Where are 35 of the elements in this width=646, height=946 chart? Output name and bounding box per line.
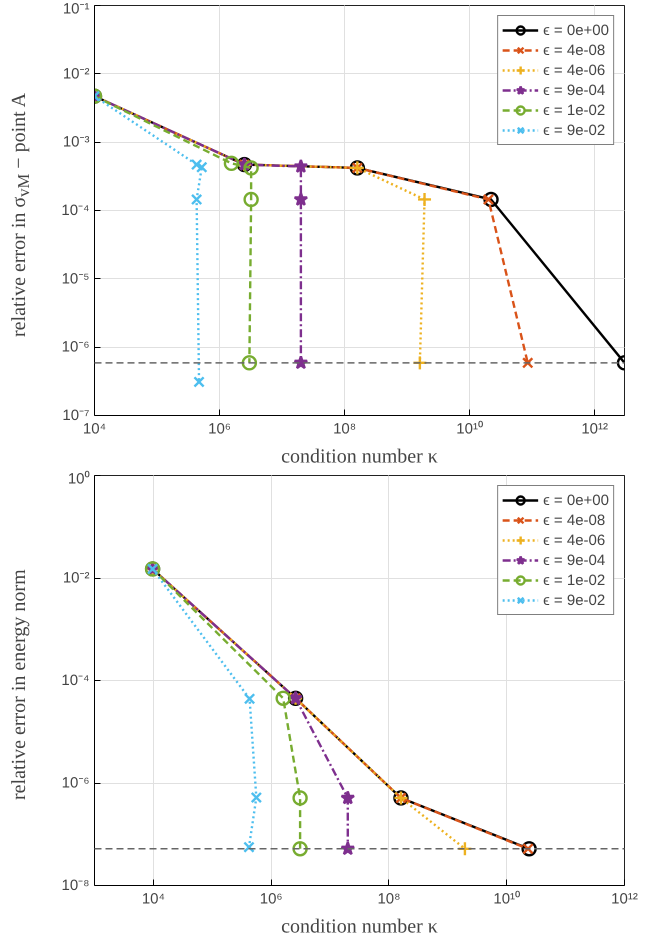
legend-label: ϵ = 0e+00 — [543, 22, 609, 38]
x-axis-title: condition number κ — [281, 916, 438, 938]
x-axis-title: condition number κ — [281, 446, 438, 468]
x-tick-label: 10⁶ — [260, 890, 283, 908]
x-tick-label: 10¹⁰ — [493, 890, 520, 908]
y-tick-label: 10⁰ — [68, 470, 90, 488]
x-tick-label: 10⁴ — [142, 890, 165, 908]
legend-label: ϵ = 4e-08 — [543, 42, 606, 58]
y-tick-label: 10⁻² — [62, 570, 90, 586]
legend-label: ϵ = 4e-08 — [543, 512, 606, 528]
x-tick-label: 10⁸ — [377, 890, 400, 908]
legend-label: ϵ = 9e-02 — [543, 122, 606, 138]
y-axis-title: relative error in energy norm — [7, 570, 31, 800]
legend-label: ϵ = 4e-06 — [543, 532, 606, 548]
x-tick-label: 10⁸ — [333, 420, 356, 438]
x-tick-label: 10¹² — [611, 890, 638, 908]
legend-label: ϵ = 1e-02 — [543, 572, 606, 588]
y-tick-label: 10⁻² — [62, 65, 90, 82]
y-tick-label: 10⁻⁴ — [61, 672, 90, 689]
y-tick-label: 10⁻⁵ — [62, 270, 90, 288]
x-tick-label: 10¹² — [581, 420, 608, 438]
legend-label: ϵ = 0e+00 — [543, 492, 609, 508]
x-tick-label: 10⁶ — [208, 420, 231, 438]
y-tick-label: 10⁻⁶ — [62, 774, 90, 792]
x-tick-label: 10¹⁰ — [456, 420, 483, 438]
legend-label: ϵ = 9e-04 — [543, 82, 606, 98]
legend-label: ϵ = 4e-06 — [543, 62, 606, 78]
legend-label: ϵ = 1e-02 — [543, 102, 606, 118]
y-tick-label: 10⁻⁸ — [61, 877, 90, 894]
legend-label: ϵ = 9e-04 — [543, 552, 606, 568]
y-tick-label: 10⁻⁶ — [62, 338, 90, 356]
legend-label: ϵ = 9e-02 — [543, 592, 606, 608]
y-tick-label: 10⁻³ — [62, 134, 90, 151]
y-tick-label: 10⁻¹ — [62, 0, 90, 18]
y-tick-label: 10⁻⁴ — [61, 202, 90, 219]
